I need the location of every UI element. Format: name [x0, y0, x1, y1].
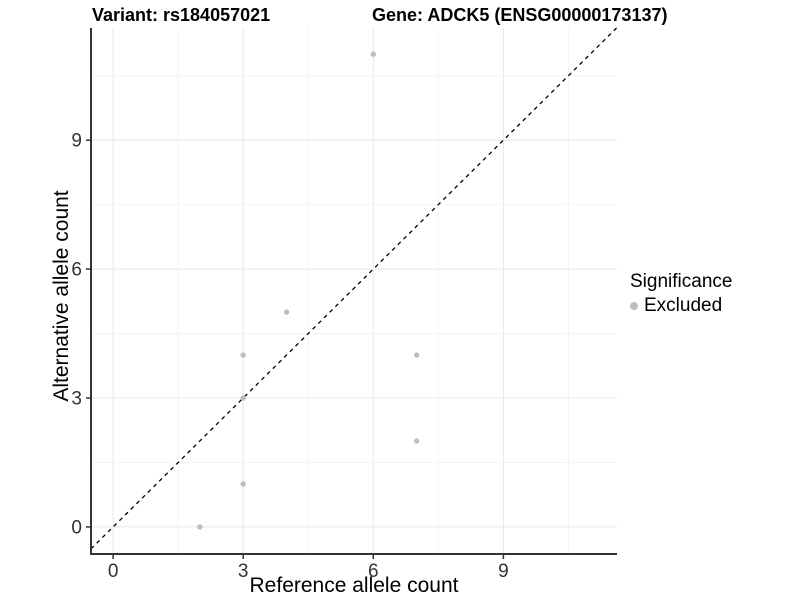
svg-text:9: 9	[498, 561, 509, 582]
tick-marks	[86, 139, 505, 559]
legend: Significance Excluded	[630, 271, 732, 317]
identity-dashed-line	[90, 27, 618, 550]
svg-text:0: 0	[71, 517, 82, 538]
svg-text:9: 9	[71, 131, 82, 152]
legend-item-label: Excluded	[644, 295, 723, 316]
x-axis-title: Reference allele count	[249, 574, 459, 597]
legend-title: Significance	[630, 271, 733, 292]
excluded-point-icon	[630, 302, 638, 310]
gridlines-minor	[91, 28, 617, 554]
y-axis-title: Alternative allele count	[50, 190, 73, 402]
plot-title-gene: Gene: ADCK5 (ENSG00000173137)	[372, 5, 668, 25]
legend-item-excluded: Excluded	[630, 295, 732, 317]
x-tick-labels: 0 3 6 9	[108, 561, 509, 582]
axis-lines	[90, 28, 617, 555]
svg-text:3: 3	[238, 561, 249, 582]
svg-text:0: 0	[108, 561, 119, 582]
svg-text:6: 6	[71, 260, 82, 281]
y-tick-labels: 0 3 6 9	[71, 131, 82, 539]
svg-text:3: 3	[71, 389, 82, 410]
svg-text:6: 6	[368, 561, 379, 582]
data-points	[197, 51, 420, 530]
plot-title-variant: Variant: rs184057021	[92, 5, 271, 25]
gridlines-major	[91, 28, 617, 554]
